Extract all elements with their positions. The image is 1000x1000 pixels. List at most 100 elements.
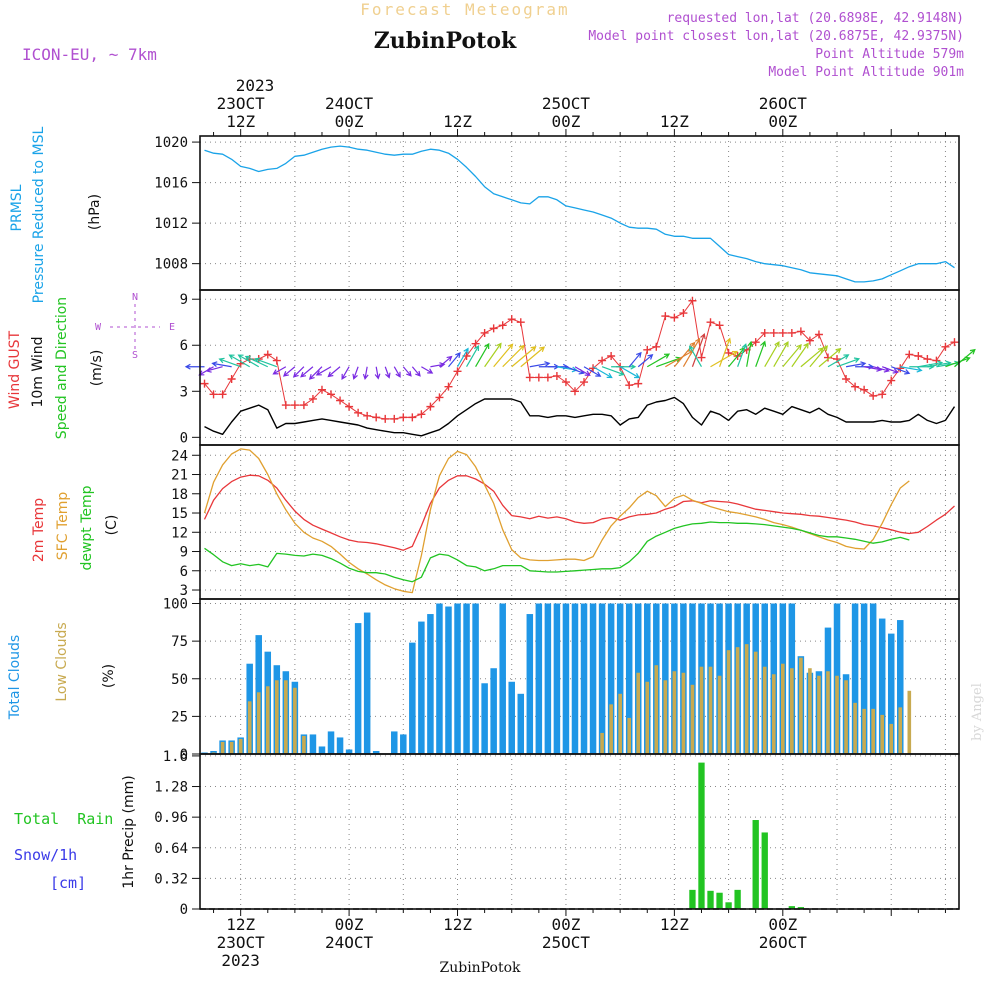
gust-marker	[950, 338, 959, 347]
dewpt-line	[204, 521, 910, 583]
total-cloud-bar	[589, 603, 597, 754]
bottom-hour-label: 00Z	[768, 915, 797, 934]
wind-direction-arrow	[691, 332, 706, 367]
location-title: ZubinPotok	[374, 28, 517, 54]
total-cloud-bar	[418, 621, 425, 754]
wind-direction-arrow	[493, 343, 514, 368]
gust-marker	[200, 379, 209, 388]
point-altitude: Point Altitude 579m	[815, 47, 964, 62]
wind-direction-arrow	[272, 366, 287, 375]
wind-labels: Wind GUST 10m Wind Speed and Direction (…	[7, 292, 175, 439]
gust-marker	[851, 382, 860, 391]
gust-marker	[345, 402, 354, 411]
wind-direction-arrow	[475, 342, 490, 368]
y-tick-label: 24	[171, 448, 188, 464]
low-cloud-bar	[907, 690, 912, 754]
wind-direction-arrow	[611, 363, 637, 370]
y-tick-label: 0.64	[154, 841, 188, 857]
wind-direction-arrow	[402, 366, 412, 377]
gust-marker	[426, 402, 435, 411]
total-cloud-bar	[309, 734, 317, 754]
total-cloud-bar	[445, 606, 452, 754]
gust-marker	[498, 321, 507, 330]
low-cloud-bar	[790, 668, 794, 754]
low-cloud-bar	[699, 666, 704, 754]
low-cloud-bar	[247, 701, 252, 754]
gust-marker	[363, 411, 372, 420]
y-tick-label: 0	[180, 747, 188, 763]
gust-marker	[805, 336, 814, 345]
panel-background	[200, 136, 959, 290]
gust-marker	[453, 367, 462, 376]
y-tick-label: 1012	[154, 216, 188, 232]
wind-direction-arrow	[411, 366, 421, 377]
title: Forecast Meteogram	[360, 0, 569, 19]
wind-direction-arrow	[315, 366, 332, 376]
total-cloud-bar	[508, 681, 515, 754]
top-hour-label: 12Z	[443, 112, 472, 131]
gust-marker	[435, 393, 444, 402]
wind-direction-arrow	[746, 340, 754, 367]
panel-background	[200, 599, 959, 754]
temp-label-1: 2m Temp	[31, 498, 47, 562]
low-cloud-bar	[609, 704, 613, 754]
wind-direction-arrow	[384, 366, 391, 379]
y-tick-label: 9	[180, 292, 188, 308]
wind-direction-arrow	[205, 366, 223, 373]
gust-marker	[697, 353, 706, 362]
total-cloud-bar	[345, 749, 353, 754]
gust-marker	[778, 328, 787, 337]
low-cloud-bar	[871, 708, 875, 754]
low-cloud-bar	[600, 732, 604, 754]
low-cloud-bar	[835, 675, 839, 754]
top-hour-label: 12Z	[226, 112, 255, 131]
panel-4: 0 0.32 0.64 0.96 1.28 1.6	[154, 749, 959, 918]
total-cloud-bar	[400, 734, 407, 754]
gust-marker	[308, 394, 317, 403]
y-tick-label: 0	[180, 430, 188, 446]
panel-background	[200, 754, 959, 909]
panel-frame	[199, 753, 960, 910]
panel-2: 3 6 9 12 15 18 21 24	[171, 445, 959, 599]
wind-direction-arrow	[689, 345, 703, 368]
gust-marker	[561, 378, 570, 387]
wind-direction-arrow	[502, 344, 525, 368]
model-altitude: Model Point Altitude 901m	[768, 65, 964, 80]
y-tick-label: 21	[171, 468, 188, 484]
total-cloud-bar	[517, 693, 525, 754]
credit: by Angel	[970, 683, 985, 741]
y-tick-label: 0.96	[154, 810, 188, 826]
wind-direction-arrow	[484, 342, 502, 368]
gust-marker	[643, 345, 652, 354]
total-cloud-bar	[616, 603, 624, 754]
gust-marker	[390, 414, 399, 423]
wind-direction-arrow	[211, 361, 232, 368]
gust-marker	[688, 296, 697, 305]
temp-label-2: SFC Temp	[55, 492, 71, 561]
rain-bar	[698, 762, 705, 909]
pressure-unit: (hPa)	[87, 194, 103, 230]
temp-label-3: dewpt Temp	[79, 485, 95, 570]
wind-direction-arrow	[782, 344, 802, 368]
gust-marker	[552, 371, 561, 380]
gust-marker	[706, 318, 715, 327]
gust-marker	[679, 309, 688, 318]
wind-direction-arrow	[891, 366, 911, 375]
y-tick-label: 3	[180, 583, 188, 599]
wind-direction-arrow	[764, 341, 780, 368]
gust-marker	[525, 373, 534, 382]
low-cloud-bar	[717, 675, 722, 754]
total-cloud-bar	[562, 603, 570, 754]
wind-direction-arrow	[218, 357, 241, 368]
wind-direction-arrow	[592, 366, 613, 379]
pressure-labels: PRMSL Pressure Reduced to MSL (hPa)	[9, 126, 103, 303]
wind-direction-arrow	[836, 357, 861, 368]
requested-coords: requested lon,lat (20.6898E, 42.9148N)	[667, 11, 964, 26]
wind-direction-arrow	[282, 366, 296, 377]
bottom-date-label: 24OCT	[325, 933, 374, 952]
wind-direction-arrow	[637, 354, 654, 368]
precip-labels: Total Rain Snow/1h [cm] 1hr Precip (mm)	[14, 775, 137, 892]
total-cloud-bar	[336, 737, 344, 754]
compass-s: S	[132, 350, 138, 361]
